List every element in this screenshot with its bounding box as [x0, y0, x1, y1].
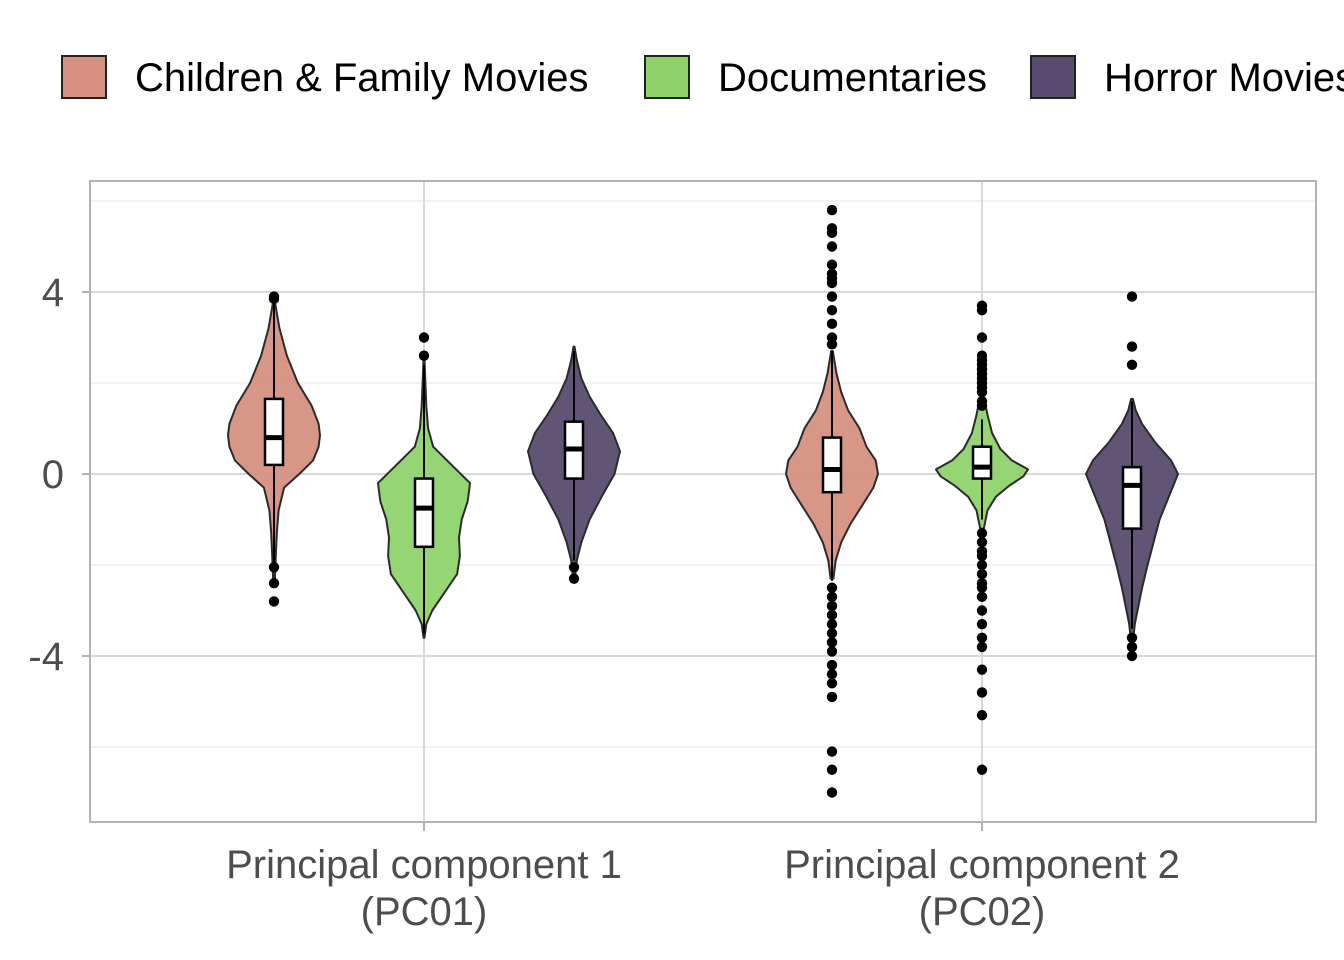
- iqr-box: [263, 397, 285, 467]
- outlier-point: [976, 559, 988, 571]
- outlier-point: [268, 562, 280, 573]
- outlier-point: [418, 350, 430, 361]
- legend: Children & Family Movies Documentaries Hor…: [61, 55, 1344, 100]
- outlier-point: [826, 318, 838, 330]
- legend-label-1: Documentaries: [718, 56, 987, 100]
- legend-label-0: Children & Family Movies: [135, 56, 588, 100]
- iqr-box: [413, 477, 435, 549]
- x-tick-label-1-line1: Principal component 2: [784, 843, 1180, 887]
- violin-group-pc2-2: [1085, 291, 1179, 662]
- legend-label-2: Horror Movies: [1104, 56, 1344, 100]
- violins: [227, 204, 1179, 798]
- iqr-box: [971, 445, 993, 480]
- outlier-point: [826, 241, 838, 252]
- outlier-point: [976, 400, 988, 411]
- iqr-box: [1121, 465, 1143, 530]
- violin-group-pc1-1: [377, 332, 471, 639]
- legend-swatch-1: [644, 55, 690, 99]
- y-tick-label-0: 4: [42, 271, 64, 315]
- outlier-point: [826, 204, 838, 216]
- outlier-point: [976, 687, 988, 698]
- outlier-point: [826, 646, 838, 657]
- outlier-point: [826, 582, 838, 593]
- outlier-point: [976, 664, 988, 675]
- x-tick-label-1-line2: (PC02): [919, 890, 1046, 934]
- panel-border: [89, 180, 1317, 823]
- outlier-point: [568, 562, 580, 573]
- outlier-point: [826, 746, 838, 757]
- outlier-point: [826, 691, 838, 703]
- outlier-point: [976, 764, 988, 775]
- outlier-point: [268, 578, 280, 589]
- outlier-point: [826, 628, 838, 639]
- outlier-point: [976, 582, 988, 593]
- outlier-point: [976, 605, 988, 616]
- outlier-point: [826, 669, 838, 680]
- outlier-point: [976, 305, 988, 316]
- x-axis: Principal component 1(PC01) Principal com…: [226, 822, 1180, 934]
- outlier-point: [826, 600, 838, 612]
- outlier-point: [976, 537, 988, 548]
- outlier-point: [268, 596, 280, 607]
- outlier-point: [826, 291, 838, 302]
- violin-group-pc1-0: [227, 291, 321, 607]
- outlier-point: [976, 591, 988, 603]
- outlier-point: [826, 609, 838, 621]
- outlier-point: [826, 659, 838, 671]
- outlier-point: [976, 618, 988, 630]
- outlier-point: [976, 641, 988, 653]
- outlier-point: [1126, 291, 1138, 302]
- outlier-point: [826, 277, 838, 289]
- outlier-point: [976, 332, 988, 343]
- outlier-point: [826, 591, 838, 603]
- outlier-point: [976, 709, 988, 721]
- outlier-point: [826, 618, 838, 630]
- y-tick-label-2: -4: [28, 635, 64, 679]
- outlier-point: [1126, 359, 1138, 370]
- outlier-point: [1126, 632, 1138, 643]
- outlier-point: [568, 573, 580, 584]
- outlier-point: [826, 305, 838, 316]
- x-tick-label-0-line1: Principal component 1: [226, 843, 622, 887]
- outlier-point: [826, 637, 838, 648]
- outlier-point: [1126, 341, 1138, 352]
- violin-group-pc2-1: [935, 300, 1029, 775]
- outlier-point: [826, 339, 838, 350]
- legend-swatch-0: [61, 55, 107, 99]
- iqr-box: [821, 436, 843, 494]
- outlier-point: [1126, 650, 1138, 662]
- outlier-point: [976, 386, 988, 398]
- outlier-point: [976, 632, 988, 643]
- violin-group-pc1-2: [527, 345, 621, 584]
- outlier-point: [976, 550, 988, 562]
- outlier-point: [976, 568, 988, 580]
- outlier-point: [826, 678, 838, 689]
- legend-swatch-2: [1030, 55, 1076, 99]
- outlier-point: [268, 291, 280, 302]
- outlier-point: [976, 527, 988, 539]
- y-tick-label-1: 0: [42, 453, 64, 497]
- y-axis: 4 0 -4: [28, 271, 90, 679]
- outlier-point: [826, 764, 838, 775]
- x-tick-label-0-line2: (PC01): [361, 890, 488, 934]
- outlier-point: [826, 259, 838, 270]
- outlier-point: [826, 227, 838, 239]
- outlier-point: [1126, 641, 1138, 653]
- violin-group-pc2-0: [785, 204, 879, 798]
- outlier-point: [826, 787, 838, 798]
- outlier-point: [418, 332, 430, 343]
